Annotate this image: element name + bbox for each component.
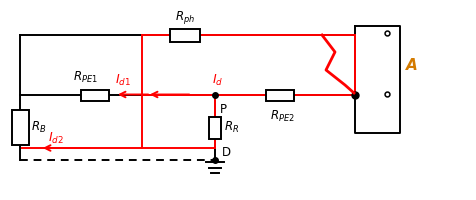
Bar bbox=[266, 90, 293, 100]
Text: $R_B$: $R_B$ bbox=[31, 120, 46, 135]
Text: $R_{PE1}$: $R_{PE1}$ bbox=[72, 70, 97, 85]
Text: P: P bbox=[219, 103, 227, 116]
Bar bbox=[81, 90, 109, 100]
Text: D: D bbox=[221, 146, 231, 159]
Bar bbox=[208, 116, 220, 138]
Text: $R_{PE2}$: $R_{PE2}$ bbox=[269, 109, 294, 124]
Text: $R_R$: $R_R$ bbox=[224, 120, 238, 135]
Text: A: A bbox=[405, 58, 417, 72]
Text: $R_{ph}$: $R_{ph}$ bbox=[175, 9, 195, 26]
Text: $I_{d1}$: $I_{d1}$ bbox=[115, 73, 131, 88]
Bar bbox=[169, 28, 199, 42]
Text: $I_d$: $I_d$ bbox=[211, 73, 223, 88]
Bar bbox=[11, 110, 29, 145]
Text: $I_{d2}$: $I_{d2}$ bbox=[48, 131, 64, 146]
